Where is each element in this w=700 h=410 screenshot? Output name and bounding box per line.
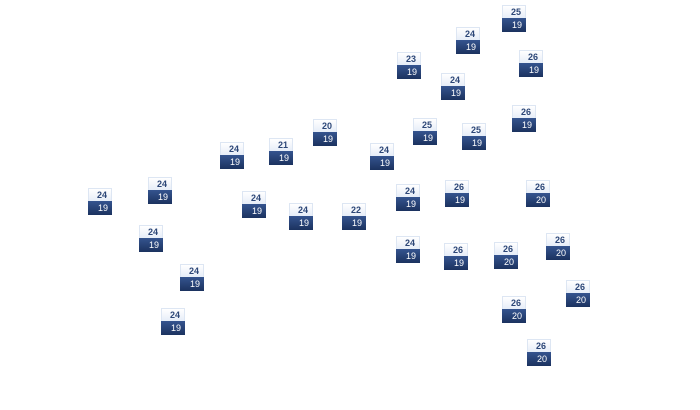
high-temperature: 24 bbox=[180, 264, 204, 277]
high-temperature: 20 bbox=[313, 119, 337, 132]
low-temperature: 19 bbox=[397, 65, 421, 79]
temperature-marker[interactable]: 24 19 bbox=[148, 177, 172, 205]
low-temperature: 19 bbox=[396, 249, 420, 263]
temperature-marker[interactable]: 26 20 bbox=[546, 233, 570, 261]
low-temperature: 19 bbox=[313, 132, 337, 146]
high-temperature: 22 bbox=[342, 203, 366, 216]
temperature-marker[interactable]: 23 19 bbox=[397, 52, 421, 80]
low-temperature: 20 bbox=[566, 293, 590, 307]
low-temperature: 20 bbox=[527, 352, 551, 366]
temperature-marker[interactable]: 24 19 bbox=[456, 27, 480, 55]
high-temperature: 24 bbox=[396, 184, 420, 197]
high-temperature: 24 bbox=[220, 142, 244, 155]
high-temperature: 24 bbox=[441, 73, 465, 86]
high-temperature: 26 bbox=[566, 280, 590, 293]
high-temperature: 24 bbox=[161, 308, 185, 321]
high-temperature: 26 bbox=[444, 243, 468, 256]
high-temperature: 26 bbox=[526, 180, 550, 193]
high-temperature: 24 bbox=[148, 177, 172, 190]
temperature-marker[interactable]: 25 19 bbox=[502, 5, 526, 33]
temperature-marker[interactable]: 26 20 bbox=[566, 280, 590, 308]
temperature-marker[interactable]: 26 19 bbox=[444, 243, 468, 271]
temperature-marker[interactable]: 24 19 bbox=[161, 308, 185, 336]
temperature-marker[interactable]: 26 20 bbox=[494, 242, 518, 270]
temperature-marker[interactable]: 26 19 bbox=[519, 50, 543, 78]
temperature-marker[interactable]: 24 19 bbox=[441, 73, 465, 101]
high-temperature: 24 bbox=[456, 27, 480, 40]
low-temperature: 19 bbox=[441, 86, 465, 100]
low-temperature: 19 bbox=[396, 197, 420, 211]
low-temperature: 19 bbox=[88, 201, 112, 215]
temperature-marker[interactable]: 26 20 bbox=[502, 296, 526, 324]
temperature-marker[interactable]: 22 19 bbox=[342, 203, 366, 231]
high-temperature: 24 bbox=[139, 225, 163, 238]
low-temperature: 20 bbox=[546, 246, 570, 260]
temperature-marker[interactable]: 25 19 bbox=[462, 123, 486, 151]
high-temperature: 25 bbox=[413, 118, 437, 131]
low-temperature: 19 bbox=[512, 118, 536, 132]
high-temperature: 26 bbox=[546, 233, 570, 246]
temperature-marker[interactable]: 24 19 bbox=[289, 203, 313, 231]
low-temperature: 19 bbox=[462, 136, 486, 150]
temperature-marker[interactable]: 24 19 bbox=[396, 236, 420, 264]
low-temperature: 20 bbox=[502, 309, 526, 323]
low-temperature: 19 bbox=[370, 156, 394, 170]
high-temperature: 21 bbox=[269, 138, 293, 151]
temperature-marker[interactable]: 24 19 bbox=[242, 191, 266, 219]
high-temperature: 24 bbox=[396, 236, 420, 249]
low-temperature: 19 bbox=[413, 131, 437, 145]
high-temperature: 24 bbox=[370, 143, 394, 156]
high-temperature: 25 bbox=[462, 123, 486, 136]
low-temperature: 19 bbox=[444, 256, 468, 270]
low-temperature: 19 bbox=[502, 18, 526, 32]
temperature-marker[interactable]: 24 19 bbox=[370, 143, 394, 171]
low-temperature: 19 bbox=[342, 216, 366, 230]
high-temperature: 26 bbox=[519, 50, 543, 63]
temperature-marker[interactable]: 24 19 bbox=[220, 142, 244, 170]
low-temperature: 19 bbox=[161, 321, 185, 335]
low-temperature: 19 bbox=[220, 155, 244, 169]
low-temperature: 19 bbox=[180, 277, 204, 291]
low-temperature: 19 bbox=[289, 216, 313, 230]
high-temperature: 24 bbox=[242, 191, 266, 204]
low-temperature: 19 bbox=[139, 238, 163, 252]
temperature-marker[interactable]: 26 20 bbox=[526, 180, 550, 208]
temperature-marker[interactable]: 26 19 bbox=[445, 180, 469, 208]
temperature-marker[interactable]: 24 19 bbox=[396, 184, 420, 212]
temperature-marker[interactable]: 21 19 bbox=[269, 138, 293, 166]
temperature-marker[interactable]: 24 19 bbox=[88, 188, 112, 216]
temperature-marker[interactable]: 25 19 bbox=[413, 118, 437, 146]
low-temperature: 19 bbox=[519, 63, 543, 77]
high-temperature: 23 bbox=[397, 52, 421, 65]
temperature-marker[interactable]: 26 20 bbox=[527, 339, 551, 367]
low-temperature: 20 bbox=[494, 255, 518, 269]
high-temperature: 26 bbox=[502, 296, 526, 309]
high-temperature: 26 bbox=[512, 105, 536, 118]
high-temperature: 26 bbox=[494, 242, 518, 255]
low-temperature: 19 bbox=[242, 204, 266, 218]
high-temperature: 24 bbox=[289, 203, 313, 216]
temperature-marker[interactable]: 20 19 bbox=[313, 119, 337, 147]
high-temperature: 25 bbox=[502, 5, 526, 18]
high-temperature: 26 bbox=[527, 339, 551, 352]
low-temperature: 19 bbox=[269, 151, 293, 165]
low-temperature: 19 bbox=[456, 40, 480, 54]
low-temperature: 19 bbox=[445, 193, 469, 207]
temperature-marker[interactable]: 26 19 bbox=[512, 105, 536, 133]
low-temperature: 19 bbox=[148, 190, 172, 204]
temperature-marker[interactable]: 24 19 bbox=[180, 264, 204, 292]
temperature-marker[interactable]: 24 19 bbox=[139, 225, 163, 253]
low-temperature: 20 bbox=[526, 193, 550, 207]
high-temperature: 26 bbox=[445, 180, 469, 193]
high-temperature: 24 bbox=[88, 188, 112, 201]
